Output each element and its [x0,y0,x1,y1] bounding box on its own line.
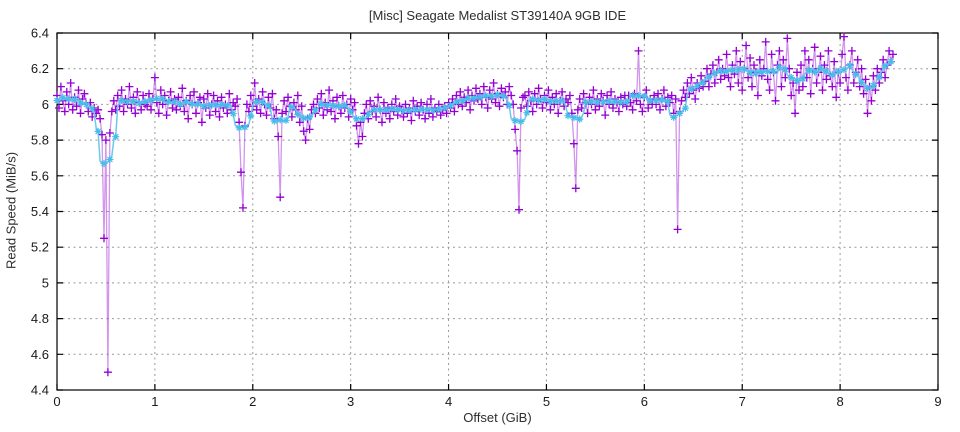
y-tick-label: 5.2 [31,240,49,255]
chart-title: [Misc] Seagate Medalist ST39140A 9GB IDE [368,8,627,23]
y-tick-label: 5.6 [31,168,49,183]
x-tick-label: 6 [641,394,648,409]
x-tick-label: 2 [249,394,256,409]
y-tick-label: 5.4 [31,204,49,219]
y-axis-label: Read Speed (MiB/s) [3,151,19,270]
y-tick-label: 6 [42,97,49,112]
x-tick-label: 7 [739,394,746,409]
x-tick-label: 8 [836,394,843,409]
x-tick-label: 9 [934,394,941,409]
y-tick-label: 6.4 [31,26,49,41]
y-tick-label: 4.6 [31,347,49,362]
x-tick-label: 0 [53,394,60,409]
axis-ticks [56,32,939,391]
y-tick-label: 4.8 [31,311,49,326]
y-tick-label: 6.2 [31,61,49,76]
x-axis-label: Offset (GiB) [463,410,532,425]
y-tick-label: 4.4 [31,383,49,398]
x-tick-label: 1 [151,394,158,409]
gridlines [57,33,938,390]
x-tick-label: 4 [445,394,452,409]
y-tick-label: 5 [42,275,49,290]
x-tick-label: 3 [347,394,354,409]
y-tick-label: 5.8 [31,133,49,148]
moving-average-star-markers [53,58,895,168]
x-tick-label: 5 [543,394,550,409]
